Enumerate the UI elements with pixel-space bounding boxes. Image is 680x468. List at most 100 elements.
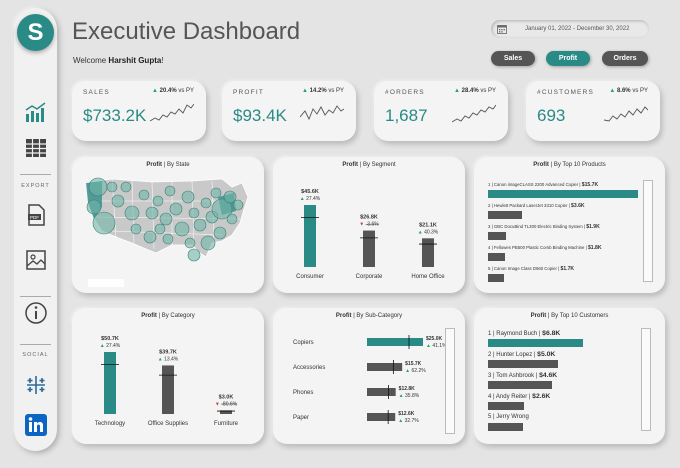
sparkline — [300, 105, 344, 121]
kpi-card-customers: #CUSTOMERS ▲ 8.6% vs PY 693 — [526, 81, 660, 141]
export-label: EXPORT — [21, 183, 50, 189]
divider — [20, 174, 51, 175]
list-item[interactable]: 1 | Raymond Buch | $6.8K — [488, 330, 561, 337]
svg-text:PDF: PDF — [30, 215, 39, 220]
bar[interactable] — [488, 253, 506, 261]
category-label: Phones — [293, 390, 313, 396]
panel-profit-by-state: Profit | By State — [72, 157, 264, 293]
list-item[interactable]: 3 | GBC DocuBind TL300 Electric Binding … — [488, 224, 600, 230]
kpi-value: $733.2K — [83, 106, 147, 125]
sparkline — [604, 106, 648, 122]
toggle-sales[interactable]: Sales — [491, 51, 535, 66]
bar[interactable] — [488, 402, 525, 410]
bar[interactable] — [162, 365, 174, 414]
kpi-delta: ▲ 28.4% vs PY — [454, 88, 496, 94]
welcome-text: Welcome Harshit Gupta! — [73, 56, 164, 65]
up-arrow-icon: ▲ — [302, 88, 308, 94]
toggle-profit[interactable]: Profit — [546, 51, 590, 66]
table-icon[interactable] — [24, 136, 48, 160]
kpi-delta: ▲ 20.4% vs PY — [152, 88, 194, 94]
bar[interactable] — [367, 338, 423, 346]
delta-label: ▲ 27.4% — [300, 196, 321, 202]
panel-profit-by-subcategory: Profit | By Sub-Category Copiers $25.0K ▲ … — [273, 308, 465, 444]
logo: S — [17, 14, 54, 51]
delta-label: ▲ 13.4% — [158, 356, 179, 362]
category-label: Copiers — [293, 340, 314, 346]
list-item[interactable]: 4 | Fellowes PB500 Plastic Comb Binding … — [488, 245, 602, 251]
divider — [20, 296, 51, 297]
date-range-filter[interactable]: January 01, 2022 - December 30, 2022 — [491, 20, 649, 38]
us-map[interactable] — [72, 157, 264, 293]
kpi-card-sales: SALES ▲ 20.4% vs PY $733.2K — [72, 81, 206, 141]
bar[interactable] — [488, 381, 553, 389]
delta-label: ▼ -3.6% — [359, 222, 379, 228]
bar[interactable] — [422, 238, 434, 267]
bar[interactable] — [304, 205, 316, 267]
panel-profit-by-category: Profit | By Category $50.7K ▲ 27.4% Techno… — [72, 308, 264, 444]
tableau-icon[interactable] — [24, 373, 48, 397]
scrollbar[interactable] — [641, 328, 651, 431]
delta-label: ▲ 32.7% — [398, 418, 419, 424]
bar[interactable] — [363, 230, 375, 267]
delta-label: ▼ -80.6% — [215, 401, 238, 407]
panel-title: Profit | By Segment — [342, 162, 396, 168]
image-icon[interactable] — [24, 248, 48, 272]
data-label: $50.7K — [101, 336, 119, 342]
bar[interactable] — [488, 360, 558, 368]
bar-chart-icon[interactable] — [24, 100, 48, 124]
category-label: Corporate — [356, 274, 383, 280]
list-item[interactable]: 2 | Hunter Lopez | $5.0K — [488, 351, 556, 358]
sidebar: S EXPORT PDF SOCIAL — [14, 8, 57, 451]
list-item[interactable]: 4 | Andy Reiter | $2.6K — [488, 393, 551, 400]
bar[interactable] — [488, 274, 505, 282]
bar[interactable] — [367, 388, 396, 396]
sparkline — [150, 103, 194, 122]
divider — [20, 344, 51, 345]
category-chart: $50.7K▲ 27.4% Technology $39.7K▲ 13.4% Offi… — [95, 336, 239, 427]
list-item[interactable]: 1 | Canon imageCLASS 2200 Advanced Copie… — [488, 182, 599, 188]
list-item[interactable]: 5 | Canon Image Class D660 Copier | $1.7… — [488, 266, 575, 272]
list-item[interactable]: 3 | Tom Ashbrook | $4.6K — [488, 372, 558, 379]
subcategory-chart: Copiers $25.0K▲ 41.1% Accessories $15.7K▲ 6… — [293, 335, 447, 424]
bar[interactable] — [488, 423, 523, 431]
category-label: Furniture — [214, 421, 239, 427]
up-arrow-icon: ▲ — [609, 88, 616, 94]
bar[interactable] — [488, 339, 583, 347]
pdf-icon[interactable]: PDF — [24, 203, 48, 227]
bar[interactable] — [488, 190, 638, 198]
data-label: $3.0K — [219, 394, 234, 400]
kpi-delta: ▲ 14.2% vs PY — [302, 88, 344, 94]
page-title: Executive Dashboard — [72, 18, 301, 45]
up-arrow-icon: ▲ — [454, 88, 460, 94]
data-label: $26.8K — [360, 215, 378, 221]
up-arrow-icon: ▲ — [152, 88, 158, 94]
date-range-text: January 01, 2022 - December 30, 2022 — [525, 26, 630, 32]
bar[interactable] — [367, 413, 396, 421]
bar[interactable] — [488, 211, 523, 219]
panel-title: Profit | By Sub-Category — [335, 313, 403, 319]
data-label: $39.7K — [159, 349, 177, 355]
data-label: $15.7K — [405, 361, 422, 367]
list-item[interactable]: 2 | Hewlett Packard LaserJet 3310 Copier… — [488, 203, 585, 209]
toggle-orders[interactable]: Orders — [602, 51, 648, 66]
kpi-label: #CUSTOMERS — [537, 89, 595, 96]
bar[interactable] — [488, 232, 507, 240]
scrollbar[interactable] — [445, 328, 455, 434]
info-icon[interactable] — [24, 301, 48, 325]
bar[interactable] — [220, 410, 232, 414]
delta-label: ▲ 41.1% — [426, 343, 447, 349]
bar[interactable] — [367, 363, 403, 371]
bar[interactable] — [104, 352, 116, 414]
social-label: SOCIAL — [22, 352, 49, 358]
category-label: Paper — [293, 415, 309, 421]
data-label: $12.8K — [399, 386, 416, 392]
scrollbar[interactable] — [643, 180, 653, 282]
delta-label: ▲ 62.2% — [405, 368, 426, 374]
kpi-delta: ▲ 8.6% vs PY — [609, 88, 648, 94]
data-label: $45.6K — [301, 189, 319, 195]
category-label: Consumer — [296, 274, 324, 280]
panel-profit-by-segment: Profit | By Segment $45.6K ▲ 27.4% Consume… — [273, 157, 465, 293]
linkedin-icon[interactable] — [24, 413, 48, 437]
delta-label: ▲ 27.4% — [100, 343, 121, 349]
list-item[interactable]: 5 | Jerry Wrong — [488, 414, 529, 420]
